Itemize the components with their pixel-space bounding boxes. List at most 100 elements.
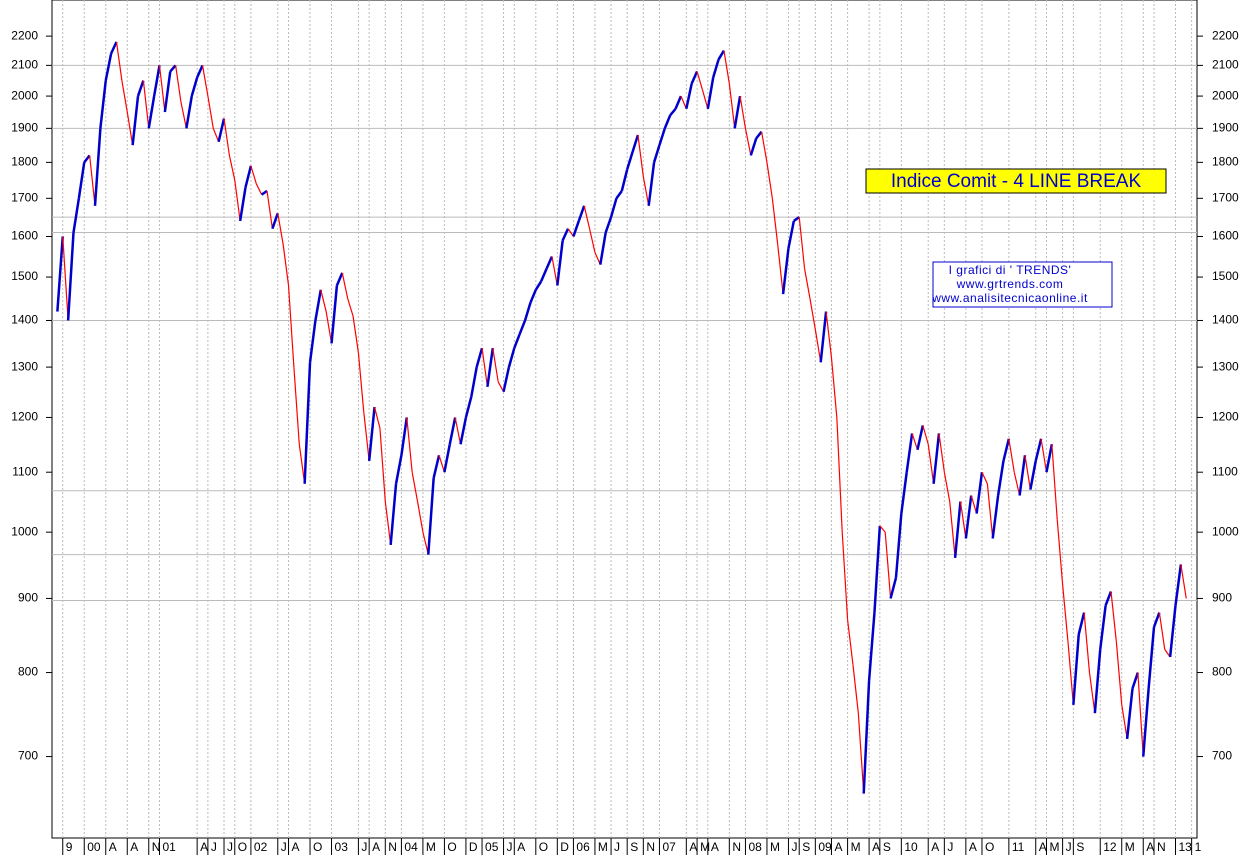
- line-break-segment: [121, 80, 128, 113]
- line-break-segment: [207, 95, 214, 129]
- line-break-segment: [744, 128, 752, 156]
- x-tick-label: O: [539, 840, 548, 854]
- line-break-segment: [384, 501, 392, 545]
- x-tick-label: 10: [904, 840, 918, 854]
- line-break-segment: [83, 154, 91, 164]
- y-tick-label: 1800: [11, 155, 38, 169]
- y-tick-label: 2000: [1212, 88, 1239, 102]
- line-break-segment: [991, 495, 1000, 539]
- x-tick-label: 9: [66, 840, 73, 854]
- line-break-segment: [706, 77, 715, 110]
- line-break-segment: [126, 111, 134, 146]
- line-break-segment: [1056, 519, 1064, 585]
- line-break-segment: [905, 433, 914, 473]
- line-break-segment: [287, 285, 295, 368]
- y-tick-label: 1500: [11, 269, 38, 283]
- line-break-segment: [1147, 626, 1156, 689]
- line-break-segment: [588, 228, 596, 253]
- line-break-segment: [1083, 612, 1091, 673]
- line-break-segment: [244, 165, 253, 188]
- line-break-segment: [77, 162, 86, 199]
- line-break-segment: [604, 216, 613, 233]
- y-tick-label: 1900: [1212, 121, 1239, 135]
- line-break-segment: [534, 280, 543, 291]
- line-break-segment: [637, 134, 644, 177]
- line-break-segment: [1045, 443, 1054, 473]
- line-break-segment: [873, 525, 882, 613]
- chart-title: Indice Comit - 4 LINE BREAK: [891, 171, 1142, 192]
- line-break-segment: [104, 53, 113, 81]
- line-break-segment: [411, 472, 419, 502]
- line-break-segment: [599, 232, 607, 265]
- line-break-segment: [136, 80, 145, 97]
- line-break-segment: [830, 357, 838, 418]
- line-break-segment: [400, 417, 409, 456]
- line-break-segment: [234, 180, 241, 222]
- line-break-segment: [1002, 438, 1011, 462]
- line-break-segment: [169, 64, 177, 73]
- y-tick-label: 1600: [1212, 229, 1239, 243]
- y-tick-label: 1800: [1212, 155, 1239, 169]
- x-tick-label: 1: [1195, 840, 1202, 854]
- line-break-segment: [932, 433, 941, 484]
- line-break-segment: [486, 347, 495, 387]
- line-break-segment: [777, 244, 784, 295]
- line-break-segment: [330, 285, 339, 344]
- x-tick-label: N: [732, 840, 741, 854]
- x-tick-label: 11: [1012, 840, 1025, 854]
- x-tick-label: O: [238, 840, 247, 854]
- line-break-segment: [1110, 591, 1117, 642]
- line-break-segment: [701, 89, 709, 109]
- line-break-segment: [432, 454, 441, 479]
- line-break-segment: [470, 366, 478, 398]
- line-break-segment: [938, 433, 945, 473]
- x-tick-label: M: [598, 840, 608, 854]
- line-break-segment: [1137, 672, 1144, 757]
- line-break-segment: [1152, 612, 1161, 628]
- line-break-segment: [927, 444, 935, 484]
- line-break-segment: [884, 532, 892, 599]
- x-tick-label: J: [947, 840, 953, 854]
- line-break-segment: [464, 396, 473, 418]
- info-text: www.grtrends.com: [956, 277, 1064, 291]
- line-break-segment: [819, 311, 828, 363]
- y-tick-label: 1100: [1212, 464, 1238, 478]
- line-break-segment: [1174, 564, 1183, 606]
- line-break-segment: [680, 95, 687, 110]
- line-break-segment: [201, 65, 209, 97]
- line-break-segment: [394, 455, 403, 484]
- line-break-segment: [142, 80, 150, 129]
- x-tick-label: M: [1049, 840, 1059, 854]
- line-break-segment: [438, 455, 445, 473]
- line-break-segment: [406, 417, 413, 473]
- line-break-segment: [771, 198, 779, 245]
- line-break-segment: [1034, 438, 1043, 462]
- y-tick-label: 1000: [1212, 524, 1239, 538]
- line-break-segment: [357, 352, 365, 413]
- line-break-segment: [147, 95, 156, 129]
- line-break-segment: [652, 144, 661, 163]
- line-break-segment: [631, 134, 640, 153]
- line-break-segment: [416, 501, 424, 533]
- x-tick-label: J: [211, 840, 217, 854]
- x-tick-label: A: [292, 840, 300, 854]
- x-tick-label: A: [969, 840, 977, 854]
- x-tick-label: D: [560, 840, 569, 854]
- x-tick-label: 13: [1178, 840, 1192, 854]
- x-tick-label: D: [469, 840, 478, 854]
- line-break-segment: [389, 483, 398, 545]
- line-break-segment: [481, 347, 489, 387]
- line-break-segment: [507, 347, 516, 368]
- x-tick-label: A: [130, 840, 138, 854]
- line-break-segment: [131, 95, 140, 146]
- x-tick-label: J: [281, 840, 287, 854]
- line-break-segment: [561, 228, 570, 241]
- x-tick-label: 05: [485, 840, 499, 854]
- line-break-segment: [260, 189, 268, 196]
- line-break-segment: [238, 187, 247, 222]
- line-break-segment: [867, 612, 876, 681]
- line-break-segment: [793, 216, 800, 222]
- line-break-segment: [502, 366, 511, 393]
- line-break-segment: [717, 49, 726, 61]
- line-break-segment: [109, 41, 118, 55]
